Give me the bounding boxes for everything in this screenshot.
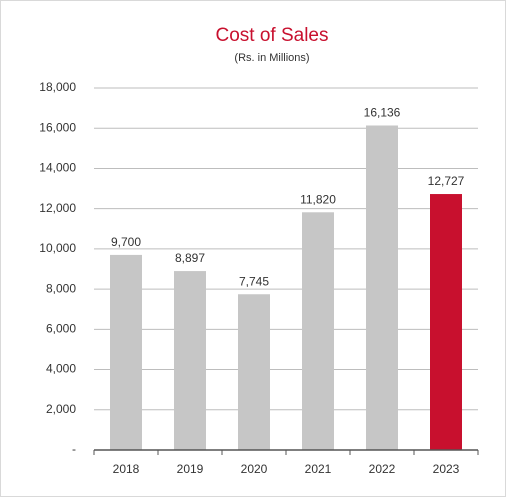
x-tick-label: 2020	[241, 462, 268, 476]
value-label: 7,745	[239, 274, 269, 288]
y-tick-label: 8,000	[46, 281, 76, 295]
x-tick-label: 2023	[433, 462, 460, 476]
x-tick-label: 2019	[177, 462, 204, 476]
value-label: 12,727	[428, 174, 465, 188]
y-tick-label: 14,000	[39, 161, 76, 175]
x-tick-label: 2022	[369, 462, 396, 476]
value-label: 16,136	[364, 106, 401, 120]
y-tick-label: 4,000	[46, 362, 76, 376]
bar	[366, 125, 398, 450]
chart-title: Cost of Sales	[216, 25, 329, 46]
y-tick-label: 18,000	[39, 80, 76, 94]
bar	[110, 254, 142, 450]
bar	[238, 294, 270, 450]
bar	[302, 212, 334, 450]
y-tick-label: 16,000	[39, 120, 76, 134]
value-label: 8,897	[175, 251, 205, 265]
bar	[430, 194, 462, 450]
x-tick-label: 2021	[305, 462, 332, 476]
value-label: 9,700	[111, 235, 141, 249]
chart-subtitle: (Rs. in Millions)	[234, 52, 309, 64]
y-tick-label: 12,000	[39, 201, 76, 215]
x-tick-label: 2018	[113, 462, 140, 476]
y-tick-label: -	[72, 442, 76, 456]
value-label: 11,820	[300, 192, 336, 206]
y-tick-label: 6,000	[46, 322, 76, 336]
y-tick-label: 10,000	[39, 241, 76, 255]
bar	[174, 271, 206, 450]
y-tick-label: 2,000	[46, 402, 76, 416]
